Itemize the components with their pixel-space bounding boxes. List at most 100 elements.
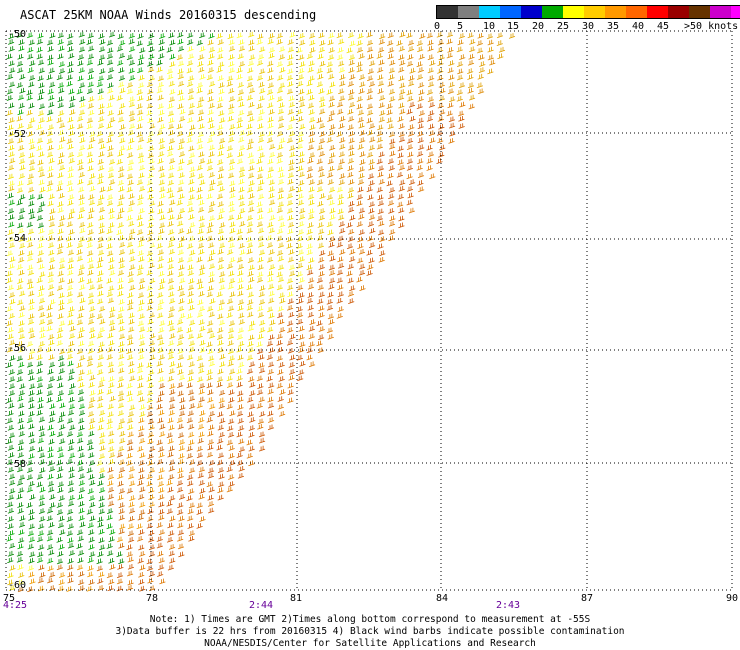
wind-barb (117, 424, 124, 430)
wind-barb (196, 102, 203, 109)
wind-barb (387, 123, 394, 130)
wind-barb (68, 53, 75, 59)
wind-barb (6, 277, 13, 284)
wind-barb (146, 362, 153, 368)
wind-barb (158, 228, 165, 235)
wind-barb (118, 326, 125, 332)
wind-barb (356, 103, 363, 110)
wind-barb (348, 201, 355, 207)
wind-barb (69, 109, 76, 116)
wind-barb (276, 250, 284, 256)
wind-barb (259, 88, 266, 94)
wind-barb (338, 179, 345, 186)
wind-barb (267, 361, 275, 368)
wind-barb (77, 535, 84, 542)
wind-barb (158, 494, 165, 500)
wind-barb (377, 229, 385, 236)
wind-barb (58, 277, 65, 284)
wind-barb (328, 47, 335, 53)
wind-barb (429, 173, 436, 180)
wind-barb (358, 173, 365, 179)
wind-barb (479, 61, 486, 67)
wind-barb (158, 501, 165, 508)
wind-barb (186, 453, 193, 459)
wind-barb (57, 82, 65, 89)
wind-barb (388, 74, 395, 80)
wind-barb (28, 159, 36, 166)
wind-barb (186, 445, 193, 452)
wind-barb (36, 207, 44, 213)
wind-barb (147, 438, 154, 445)
wind-barb (308, 75, 315, 82)
wind-barb (158, 39, 165, 45)
wind-barb (246, 215, 254, 221)
wind-barb (337, 235, 345, 242)
wind-barb (298, 88, 305, 95)
wind-barb (278, 54, 285, 60)
wind-barb (257, 145, 264, 152)
wind-barb (17, 327, 25, 334)
wind-barb (389, 150, 396, 157)
wind-barb (179, 277, 186, 284)
wind-barb (276, 235, 284, 242)
wind-barb (178, 95, 185, 102)
wind-barb (16, 284, 23, 291)
wind-barb (266, 256, 274, 263)
wind-barb (57, 417, 64, 423)
wind-barb (106, 53, 114, 60)
wind-barb (8, 383, 16, 390)
wind-barb (39, 130, 46, 136)
wind-barb (457, 39, 464, 46)
wind-barb (448, 74, 455, 81)
wind-barb (106, 39, 114, 46)
wind-barb (316, 186, 324, 193)
wind-barb (179, 236, 186, 242)
wind-barb (276, 32, 283, 39)
wind-barb (217, 150, 224, 157)
wind-barb (56, 117, 63, 123)
wind-barb (157, 312, 164, 319)
wind-barb (217, 313, 224, 320)
wind-barb (67, 564, 74, 571)
wind-barb (37, 397, 44, 403)
wind-barb (148, 208, 155, 215)
wind-barb (17, 278, 24, 284)
wind-barb (187, 94, 195, 101)
wind-barb (58, 361, 65, 368)
wind-barb (426, 158, 433, 164)
wind-barb (226, 152, 233, 159)
wind-barb (66, 221, 73, 228)
wind-barb (177, 467, 184, 474)
wind-barb (366, 94, 373, 101)
wind-barb (286, 137, 294, 144)
wind-barb (378, 39, 385, 45)
wind-barb (38, 117, 45, 124)
lat-label: -56 (8, 343, 26, 354)
wind-barb (119, 137, 126, 144)
wind-barb (138, 284, 145, 290)
wind-barb (78, 109, 86, 116)
wind-barb (38, 228, 45, 234)
map-title: ASCAT 25KM NOAA Winds 20160315 descendin… (20, 8, 317, 22)
wind-barb (358, 88, 365, 94)
wind-barb (47, 452, 54, 459)
wind-barb (78, 172, 85, 178)
wind-barb (116, 159, 123, 165)
wind-barb (17, 543, 24, 550)
wind-barb (7, 467, 15, 473)
wind-barb (267, 122, 274, 129)
wind-barb (158, 138, 165, 144)
wind-barb (329, 207, 336, 214)
wind-barb (77, 376, 84, 382)
legend-label: 10 (483, 21, 496, 32)
wind-barb (97, 123, 105, 129)
wind-barb (17, 445, 24, 452)
wind-barb (126, 390, 133, 397)
wind-barb (196, 40, 203, 46)
wind-barb (98, 207, 106, 213)
wind-barb (89, 137, 96, 143)
wind-barb (138, 425, 145, 432)
legend-swatch (668, 6, 689, 18)
wind-barb (7, 508, 15, 514)
wind-barb (96, 131, 103, 137)
